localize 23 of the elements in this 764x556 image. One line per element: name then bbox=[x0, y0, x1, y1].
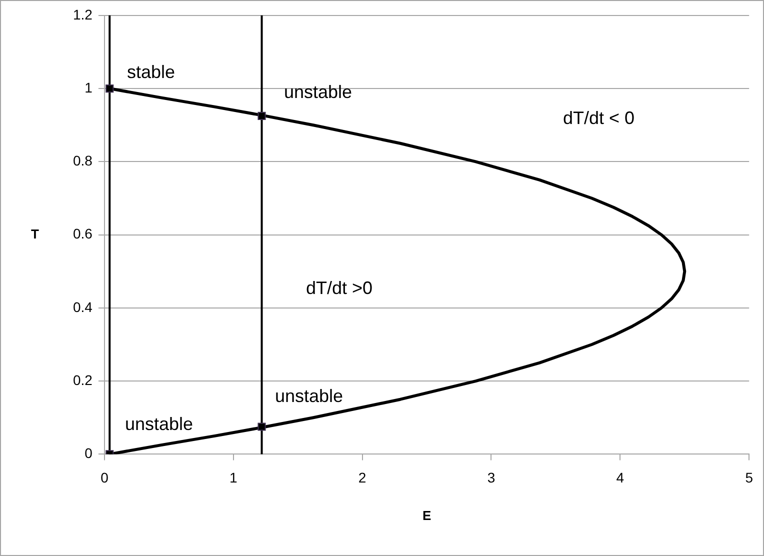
annotation: dT/dt >0 bbox=[306, 278, 373, 298]
x-axis-title: E bbox=[422, 508, 432, 523]
y-tick-label: 1 bbox=[84, 79, 93, 96]
y-tick-label: 0.2 bbox=[72, 372, 93, 388]
x-tick-label: 2 bbox=[358, 469, 366, 486]
point bbox=[258, 112, 266, 120]
x-tick-label: 5 bbox=[745, 469, 754, 486]
y-tick-label: 0.6 bbox=[72, 226, 93, 242]
x-tick-label: 0 bbox=[100, 469, 109, 486]
x-tick-label: 4 bbox=[616, 469, 624, 486]
y-axis-title: T bbox=[31, 226, 40, 242]
x-tick-label: 3 bbox=[487, 469, 496, 486]
y-tick-label: 0.8 bbox=[72, 152, 93, 169]
point bbox=[106, 84, 114, 93]
y-tick-label: 0 bbox=[84, 445, 93, 462]
y-tick-label: 0.4 bbox=[72, 298, 93, 315]
annotation: unstable bbox=[125, 414, 194, 434]
x-tick-label: 1 bbox=[229, 469, 238, 486]
annotation: dT/dt < 0 bbox=[563, 108, 635, 128]
annotation: unstable bbox=[275, 386, 344, 406]
annotation: unstable bbox=[284, 82, 352, 102]
annotation: stable bbox=[127, 62, 176, 82]
y-tick-label: 1.2 bbox=[72, 6, 93, 22]
